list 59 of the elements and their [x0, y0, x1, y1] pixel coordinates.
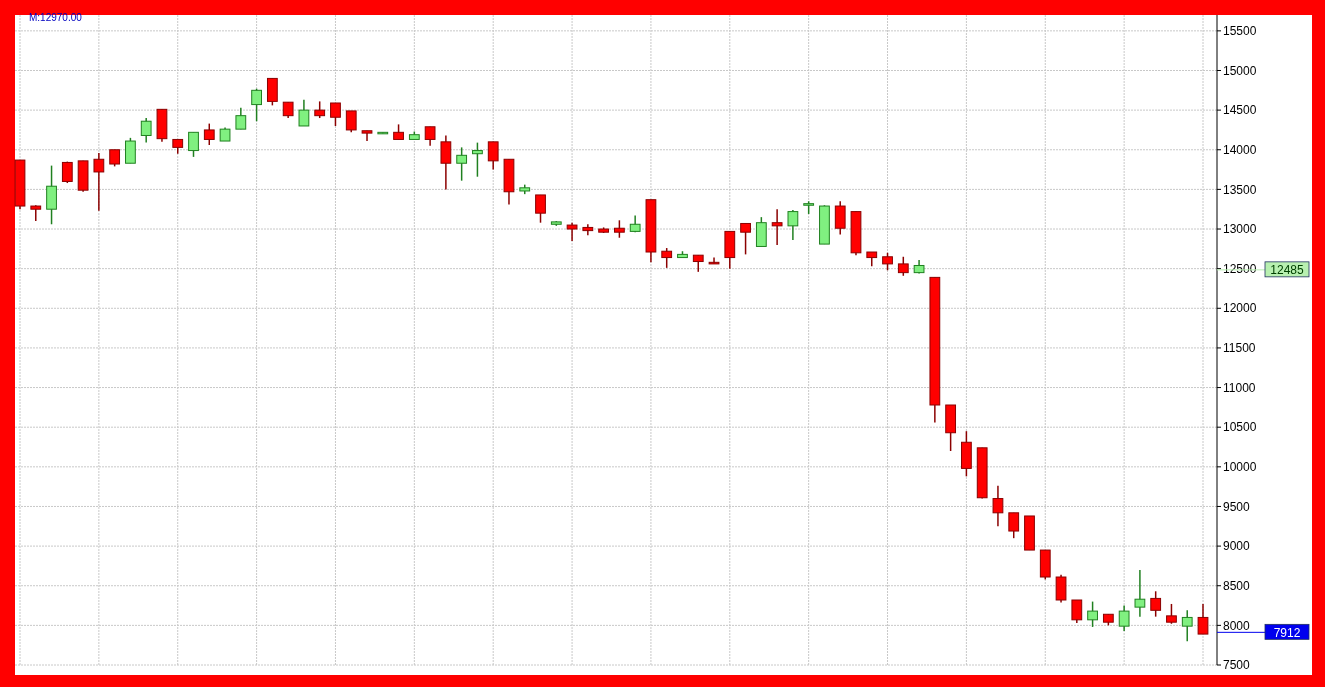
- ref-line-label: 12485: [1270, 263, 1305, 278]
- candlestick: [1150, 590, 1162, 618]
- candlestick: [188, 131, 199, 158]
- y-tick-label: 11500: [1223, 341, 1256, 356]
- y-tick-label: 15500: [1223, 24, 1257, 39]
- candlestick: [897, 256, 909, 277]
- y-tick-label: 12000: [1223, 301, 1257, 316]
- candlestick: [298, 99, 310, 127]
- y-tick-label: 9000: [1223, 539, 1251, 554]
- y-tick-label: 13000: [1223, 222, 1257, 237]
- candlestick: [566, 221, 578, 242]
- candlestick: [140, 117, 152, 144]
- y-tick-label: 13500: [1223, 182, 1257, 197]
- candlestick: [740, 222, 751, 256]
- candlestick: [456, 146, 468, 182]
- y-tick-label: 8500: [1223, 578, 1251, 593]
- candlestick: [1087, 600, 1098, 628]
- candlestick: [1008, 512, 1020, 539]
- candlestick: [661, 247, 673, 269]
- annotation: M:12970.00: [29, 12, 83, 23]
- candlestick: [46, 164, 57, 226]
- candlestick: [1055, 573, 1067, 604]
- candlestick: [1197, 603, 1209, 635]
- y-tick-label: 7500: [1223, 658, 1251, 673]
- candlestick: [203, 122, 215, 146]
- candlestick: [330, 102, 341, 127]
- y-tick-label: 10500: [1223, 420, 1257, 435]
- y-tick-label: 8000: [1223, 618, 1251, 633]
- candlestick: [424, 126, 436, 147]
- candlestick: [361, 129, 373, 142]
- candlestick: [1181, 609, 1193, 642]
- candlestick: [787, 209, 799, 241]
- candlestick: [251, 87, 262, 122]
- candlestick: [30, 204, 42, 222]
- candlestick: [125, 137, 136, 164]
- candlestick: [1118, 604, 1130, 632]
- candlestick: [834, 200, 846, 236]
- y-tick-label: 14000: [1223, 142, 1257, 157]
- candlestick: [235, 106, 247, 130]
- candlestick: [1166, 603, 1177, 625]
- candlestick: [266, 77, 278, 107]
- y-tick-label: 15000: [1223, 63, 1257, 78]
- candlestick: [771, 208, 783, 246]
- ref-line-label: 7912: [1273, 625, 1301, 640]
- candlestick: [1134, 569, 1146, 618]
- candlestick: [755, 216, 767, 248]
- candlestick: [345, 110, 357, 134]
- y-tick-label: 10000: [1223, 460, 1257, 475]
- candlestick: [93, 152, 105, 212]
- y-tick-label: 14500: [1223, 103, 1257, 118]
- candlestick: [1071, 599, 1083, 624]
- candlestick: [992, 485, 1004, 528]
- y-tick-label: 11000: [1223, 380, 1256, 395]
- y-tick-label: 12500: [1223, 261, 1257, 276]
- candlestick: [440, 134, 452, 191]
- candlestick: [472, 141, 483, 178]
- candlestick: [487, 141, 499, 171]
- candlestick: [535, 194, 546, 224]
- y-tick-label: 9500: [1223, 499, 1251, 514]
